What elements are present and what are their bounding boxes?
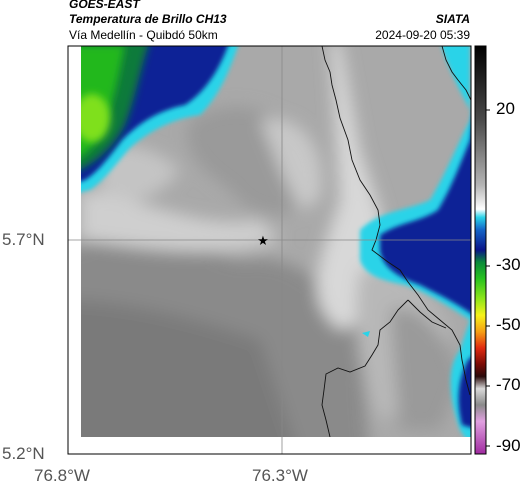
organization-label: SIATA xyxy=(435,12,470,26)
colorbar-ticks xyxy=(486,109,490,447)
colorbar-label-20: 20 xyxy=(496,99,515,118)
brightness-temperature-field xyxy=(81,46,471,437)
datetime-label: 2024-09-20 05:39 xyxy=(375,28,470,42)
lat-label-5-2: 5.2°N xyxy=(2,444,45,463)
colorbar-label-minus-30: -30 xyxy=(496,255,521,274)
region-subtitle: Vía Medellín - Quibdó 50km xyxy=(69,28,218,42)
lon-label-76-8: 76.8°W xyxy=(34,466,90,485)
colorbar-label-minus-70: -70 xyxy=(496,375,521,394)
map-frame xyxy=(67,45,472,455)
colorbar xyxy=(474,45,487,455)
lat-label-5-7: 5.7°N xyxy=(2,230,45,249)
colorbar-label-minus-50: -50 xyxy=(496,315,521,334)
product-title: Temperatura de Brillo CH13 xyxy=(69,12,227,26)
satellite-title: GOES-EAST xyxy=(69,0,140,11)
lon-label-76-3: 76.3°W xyxy=(252,466,308,485)
star-marker: ★ xyxy=(257,233,269,248)
colorbar-label-minus-90: -90 xyxy=(496,436,521,455)
